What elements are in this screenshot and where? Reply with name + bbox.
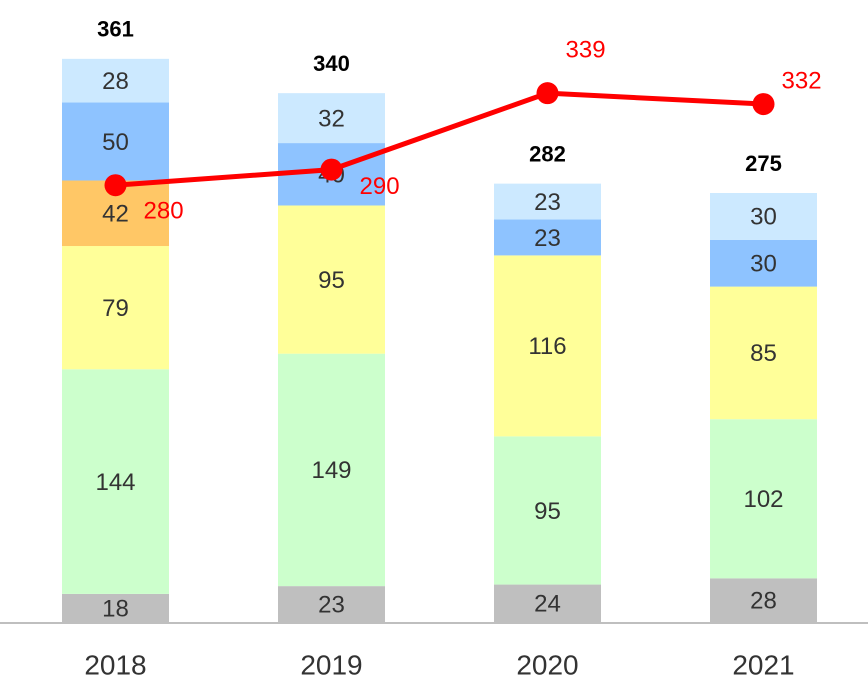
line-point <box>104 174 127 197</box>
segment-label: 102 <box>743 486 783 513</box>
line-label: 280 <box>144 198 184 225</box>
segment-label: 30 <box>750 204 777 231</box>
line-label: 290 <box>360 173 400 200</box>
bar-segment <box>710 286 817 420</box>
segment-label: 50 <box>102 129 129 156</box>
line-label: 332 <box>782 67 822 94</box>
segment-label: 23 <box>318 591 345 618</box>
segment-label: 144 <box>95 469 135 496</box>
bar-segment <box>278 586 385 622</box>
segment-label: 42 <box>102 201 129 228</box>
segment-label: 85 <box>750 340 777 367</box>
bar-segment <box>278 205 385 354</box>
segment-label: 23 <box>534 225 561 252</box>
total-label: 275 <box>745 151 782 176</box>
total-label: 340 <box>313 51 350 76</box>
line-point <box>320 158 343 181</box>
x-tick-label: 2020 <box>516 649 578 680</box>
bar-segment <box>62 369 169 594</box>
bar-segment <box>494 183 601 220</box>
bar-segment <box>710 239 817 287</box>
segment-label: 24 <box>534 591 561 618</box>
bar-segment <box>494 219 601 256</box>
bar-segment <box>62 593 169 622</box>
line-point <box>536 82 559 105</box>
bar-segment <box>494 584 601 622</box>
segment-label: 18 <box>102 595 129 622</box>
segment-label: 79 <box>102 295 129 322</box>
bar-segment <box>278 93 385 144</box>
bar-segment <box>494 255 601 437</box>
total-label: 361 <box>97 17 134 42</box>
segment-label: 95 <box>534 498 561 525</box>
segment-label: 28 <box>750 588 777 615</box>
line-point <box>752 93 775 116</box>
total-label: 282 <box>529 141 566 166</box>
segment-label: 32 <box>318 105 345 132</box>
bar-segment <box>710 419 817 579</box>
line <box>115 90 764 188</box>
segment-label: 116 <box>528 333 566 360</box>
segment-label: 28 <box>102 68 129 95</box>
bar-segment <box>494 436 601 585</box>
line-label: 339 <box>566 37 606 64</box>
segment-label: 95 <box>318 267 345 294</box>
x-tick-label: 2021 <box>732 649 794 680</box>
x-tick-label: 2019 <box>300 649 362 680</box>
bar-segment <box>62 246 169 370</box>
bar-segment <box>62 102 169 181</box>
bar-segment <box>278 353 385 587</box>
segment-label: 30 <box>750 251 777 278</box>
segment-label: 23 <box>534 189 561 216</box>
bar-segment <box>710 578 817 622</box>
segment-label: 149 <box>311 457 351 484</box>
x-tick-label: 2018 <box>84 649 146 680</box>
bar-segment <box>710 193 817 240</box>
bar-segment <box>62 58 169 103</box>
